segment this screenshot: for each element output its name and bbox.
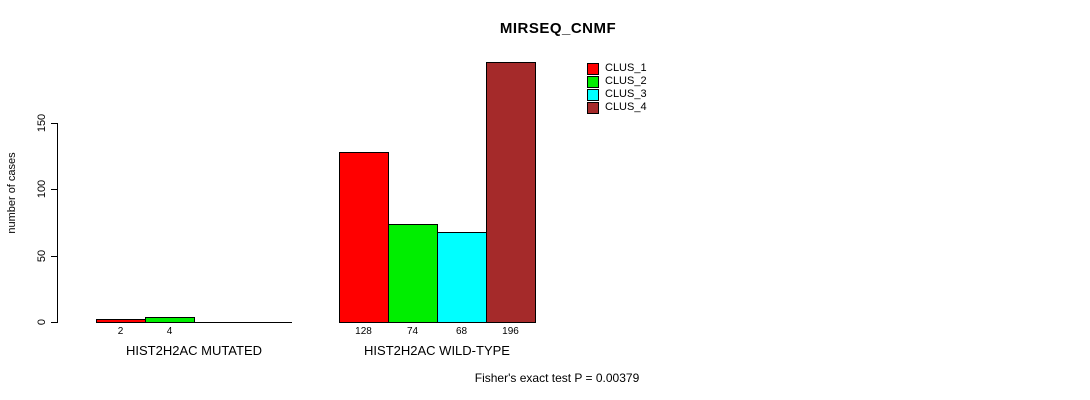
y-tick-label: 0 [36,318,48,326]
bar [96,319,146,323]
y-tick [51,189,57,190]
y-axis-line [57,123,58,323]
bar-value-label: 2 [117,326,124,337]
y-tick-label: 50 [36,249,48,263]
legend-item: CLUS_3 [587,88,647,101]
y-tick-label: 100 [36,179,48,199]
bar [145,317,195,323]
legend-item: CLUS_2 [587,75,647,88]
y-tick [51,322,57,323]
y-axis-label: number of cases [6,152,18,234]
bar [437,232,487,323]
legend-item: CLUS_1 [587,62,647,75]
legend-label: CLUS_1 [605,62,647,74]
footnote: Fisher's exact test P = 0.00379 [474,371,640,385]
legend: CLUS_1 CLUS_2 CLUS_3 CLUS_4 [587,62,647,115]
bar [486,62,536,323]
bar-value-label: 128 [355,326,372,337]
bar [388,224,438,323]
group-label: HIST2H2AC WILD-TYPE [364,343,510,358]
bar-value-label: 196 [502,326,519,337]
bar-value-label: 68 [455,326,468,337]
y-tick [51,123,57,124]
legend-swatch-icon [587,88,599,101]
group-label: HIST2H2AC MUTATED [125,343,263,358]
bar-value-label: 4 [166,326,173,337]
legend-label: CLUS_4 [605,101,647,113]
legend-label: CLUS_2 [605,75,647,87]
legend-swatch-icon [587,101,599,114]
legend-swatch-icon [587,62,599,75]
bar [339,152,389,323]
legend-item: CLUS_4 [587,101,647,114]
y-tick-label: 150 [36,113,48,133]
legend-label: CLUS_3 [605,88,647,100]
chart-title: MIRSEQ_CNMF [499,20,617,37]
bar-value-label: 74 [406,326,419,337]
legend-swatch-icon [587,75,599,88]
y-tick [51,256,57,257]
